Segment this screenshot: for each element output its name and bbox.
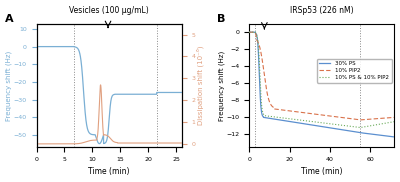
- Title: IRSp53 (226 nM): IRSp53 (226 nM): [290, 6, 354, 15]
- Y-axis label: Frequency shift (Hz): Frequency shift (Hz): [6, 50, 12, 120]
- Legend: 30% PS, 10% PIP2, 10% PS & 10% PIP2: 30% PS, 10% PIP2, 10% PS & 10% PIP2: [316, 59, 392, 83]
- Title: Vesicles (100 μg/mL): Vesicles (100 μg/mL): [69, 6, 149, 15]
- Text: B: B: [217, 14, 226, 24]
- Y-axis label: Dissipation shift (10⁻⁶): Dissipation shift (10⁻⁶): [197, 46, 204, 125]
- X-axis label: Time (min): Time (min): [301, 167, 342, 176]
- X-axis label: Time (min): Time (min): [88, 167, 130, 176]
- Text: A: A: [5, 14, 13, 24]
- Y-axis label: Frequency shift (Hz): Frequency shift (Hz): [218, 50, 225, 120]
